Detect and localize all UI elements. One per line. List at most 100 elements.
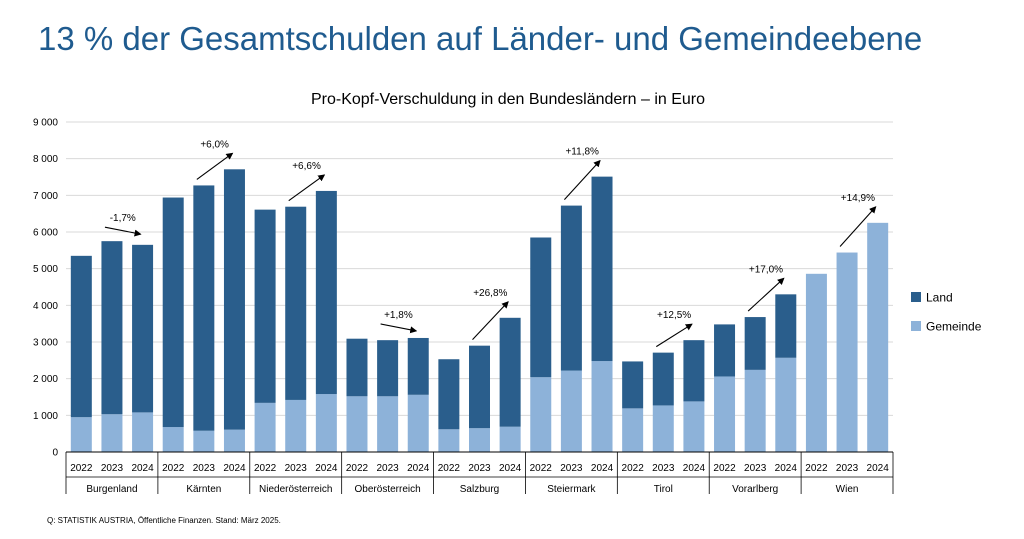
group-label: Steiermark — [547, 484, 596, 495]
group-label: Vorarlberg — [732, 484, 778, 495]
x-tick-label: 2024 — [591, 463, 614, 474]
page-title: 13 % der Gesamtschulden auf Länder- und … — [38, 20, 923, 57]
trend-arrow — [472, 301, 509, 341]
bar-land — [377, 340, 399, 397]
x-tick-label: 2023 — [836, 463, 859, 474]
bar-land — [775, 294, 797, 358]
bar-land — [315, 190, 337, 395]
legend-swatch-gemeinde — [911, 321, 921, 331]
bar-gemeinde — [867, 222, 889, 452]
bar-gemeinde — [407, 394, 429, 452]
bar-gemeinde — [683, 401, 705, 452]
bar-land — [193, 185, 215, 431]
change-label: +12,5% — [657, 310, 691, 321]
x-tick-label: 2024 — [407, 463, 430, 474]
x-tick-label: 2023 — [652, 463, 675, 474]
bar-gemeinde — [652, 405, 674, 452]
bar-gemeinde — [101, 414, 123, 452]
chart-title: Pro-Kopf-Verschuldung in den Bundeslände… — [311, 91, 705, 108]
bar-gemeinde — [377, 396, 399, 452]
trend-arrow — [196, 152, 234, 180]
trend-arrow — [655, 323, 693, 348]
group-label: Oberösterreich — [355, 484, 421, 495]
y-tick-label: 1 000 — [33, 411, 58, 422]
bar-gemeinde — [132, 412, 154, 452]
bar-gemeinde — [469, 428, 490, 452]
group-label: Wien — [836, 484, 859, 495]
x-tick-label: 2023 — [744, 463, 767, 474]
change-label: +6,6% — [292, 161, 321, 172]
x-tick-label: 2024 — [315, 463, 338, 474]
y-tick-label: 8 000 — [33, 154, 58, 165]
bar-gemeinde — [315, 394, 337, 452]
bar-land — [132, 244, 154, 413]
bar-land — [530, 237, 552, 378]
bar-land — [591, 176, 613, 362]
x-tick-label: 2022 — [346, 463, 369, 474]
bar-gemeinde — [836, 252, 858, 452]
x-tick-label: 2022 — [530, 463, 553, 474]
y-tick-label: 9 000 — [33, 118, 58, 129]
x-tick-label: 2022 — [254, 463, 277, 474]
x-tick-label: 2024 — [867, 463, 890, 474]
bar-gemeinde — [499, 426, 521, 452]
y-tick-label: 2 000 — [33, 374, 58, 385]
bar-gemeinde — [591, 361, 613, 452]
x-tick-label: 2023 — [468, 463, 491, 474]
change-label: +17,0% — [749, 264, 783, 275]
x-tick-label: 2022 — [713, 463, 736, 474]
bar-gemeinde — [622, 408, 644, 452]
x-tick-label: 2024 — [223, 463, 246, 474]
change-label: +26,8% — [473, 288, 507, 299]
x-tick-label: 2024 — [499, 463, 522, 474]
legend-label-gemeinde: Gemeinde — [926, 320, 982, 334]
y-tick-label: 6 000 — [33, 228, 58, 239]
change-label: +1,8% — [384, 310, 413, 321]
trend-arrow — [563, 159, 601, 200]
bar-gemeinde — [162, 427, 184, 452]
bar-land — [254, 209, 276, 403]
bar-gemeinde — [805, 273, 827, 452]
x-tick-label: 2022 — [70, 463, 93, 474]
bar-land — [285, 206, 307, 400]
y-tick-label: 5 000 — [33, 264, 58, 275]
x-tick-label: 2022 — [438, 463, 461, 474]
bar-gemeinde — [254, 402, 276, 452]
group-label: Burgenland — [86, 484, 137, 495]
bar-land — [346, 338, 368, 397]
change-label: +14,9% — [841, 193, 875, 204]
x-tick-label: 2022 — [805, 463, 828, 474]
bar-gemeinde — [775, 357, 797, 452]
trend-arrow — [104, 226, 142, 237]
bar-land — [560, 205, 582, 371]
bar-land — [714, 324, 736, 377]
bar-gemeinde — [744, 369, 766, 452]
group-label: Niederösterreich — [259, 484, 332, 495]
x-tick-label: 2024 — [775, 463, 798, 474]
x-tick-label: 2023 — [285, 463, 308, 474]
x-tick-label: 2023 — [193, 463, 216, 474]
bar-land — [438, 359, 460, 430]
bar-gemeinde — [530, 377, 552, 452]
change-label: -1,7% — [110, 213, 136, 224]
bar-gemeinde — [714, 376, 736, 452]
bar-land — [162, 197, 184, 428]
y-tick-label: 0 — [52, 448, 58, 459]
legend-swatch-land — [911, 292, 921, 302]
group-label: Kärnten — [186, 484, 221, 495]
trend-arrow — [839, 206, 877, 247]
change-label: +6,0% — [200, 139, 229, 150]
x-tick-label: 2023 — [101, 463, 124, 474]
x-tick-label: 2022 — [622, 463, 645, 474]
y-tick-label: 7 000 — [33, 191, 58, 202]
bar-land — [652, 352, 674, 406]
trend-arrow — [288, 174, 326, 202]
trend-arrow — [747, 277, 785, 312]
x-tick-label: 2024 — [683, 463, 706, 474]
y-tick-label: 4 000 — [33, 301, 58, 312]
legend-label-land: Land — [926, 291, 953, 305]
bar-gemeinde — [70, 417, 92, 452]
x-tick-label: 2023 — [560, 463, 583, 474]
bar-land — [101, 241, 123, 415]
